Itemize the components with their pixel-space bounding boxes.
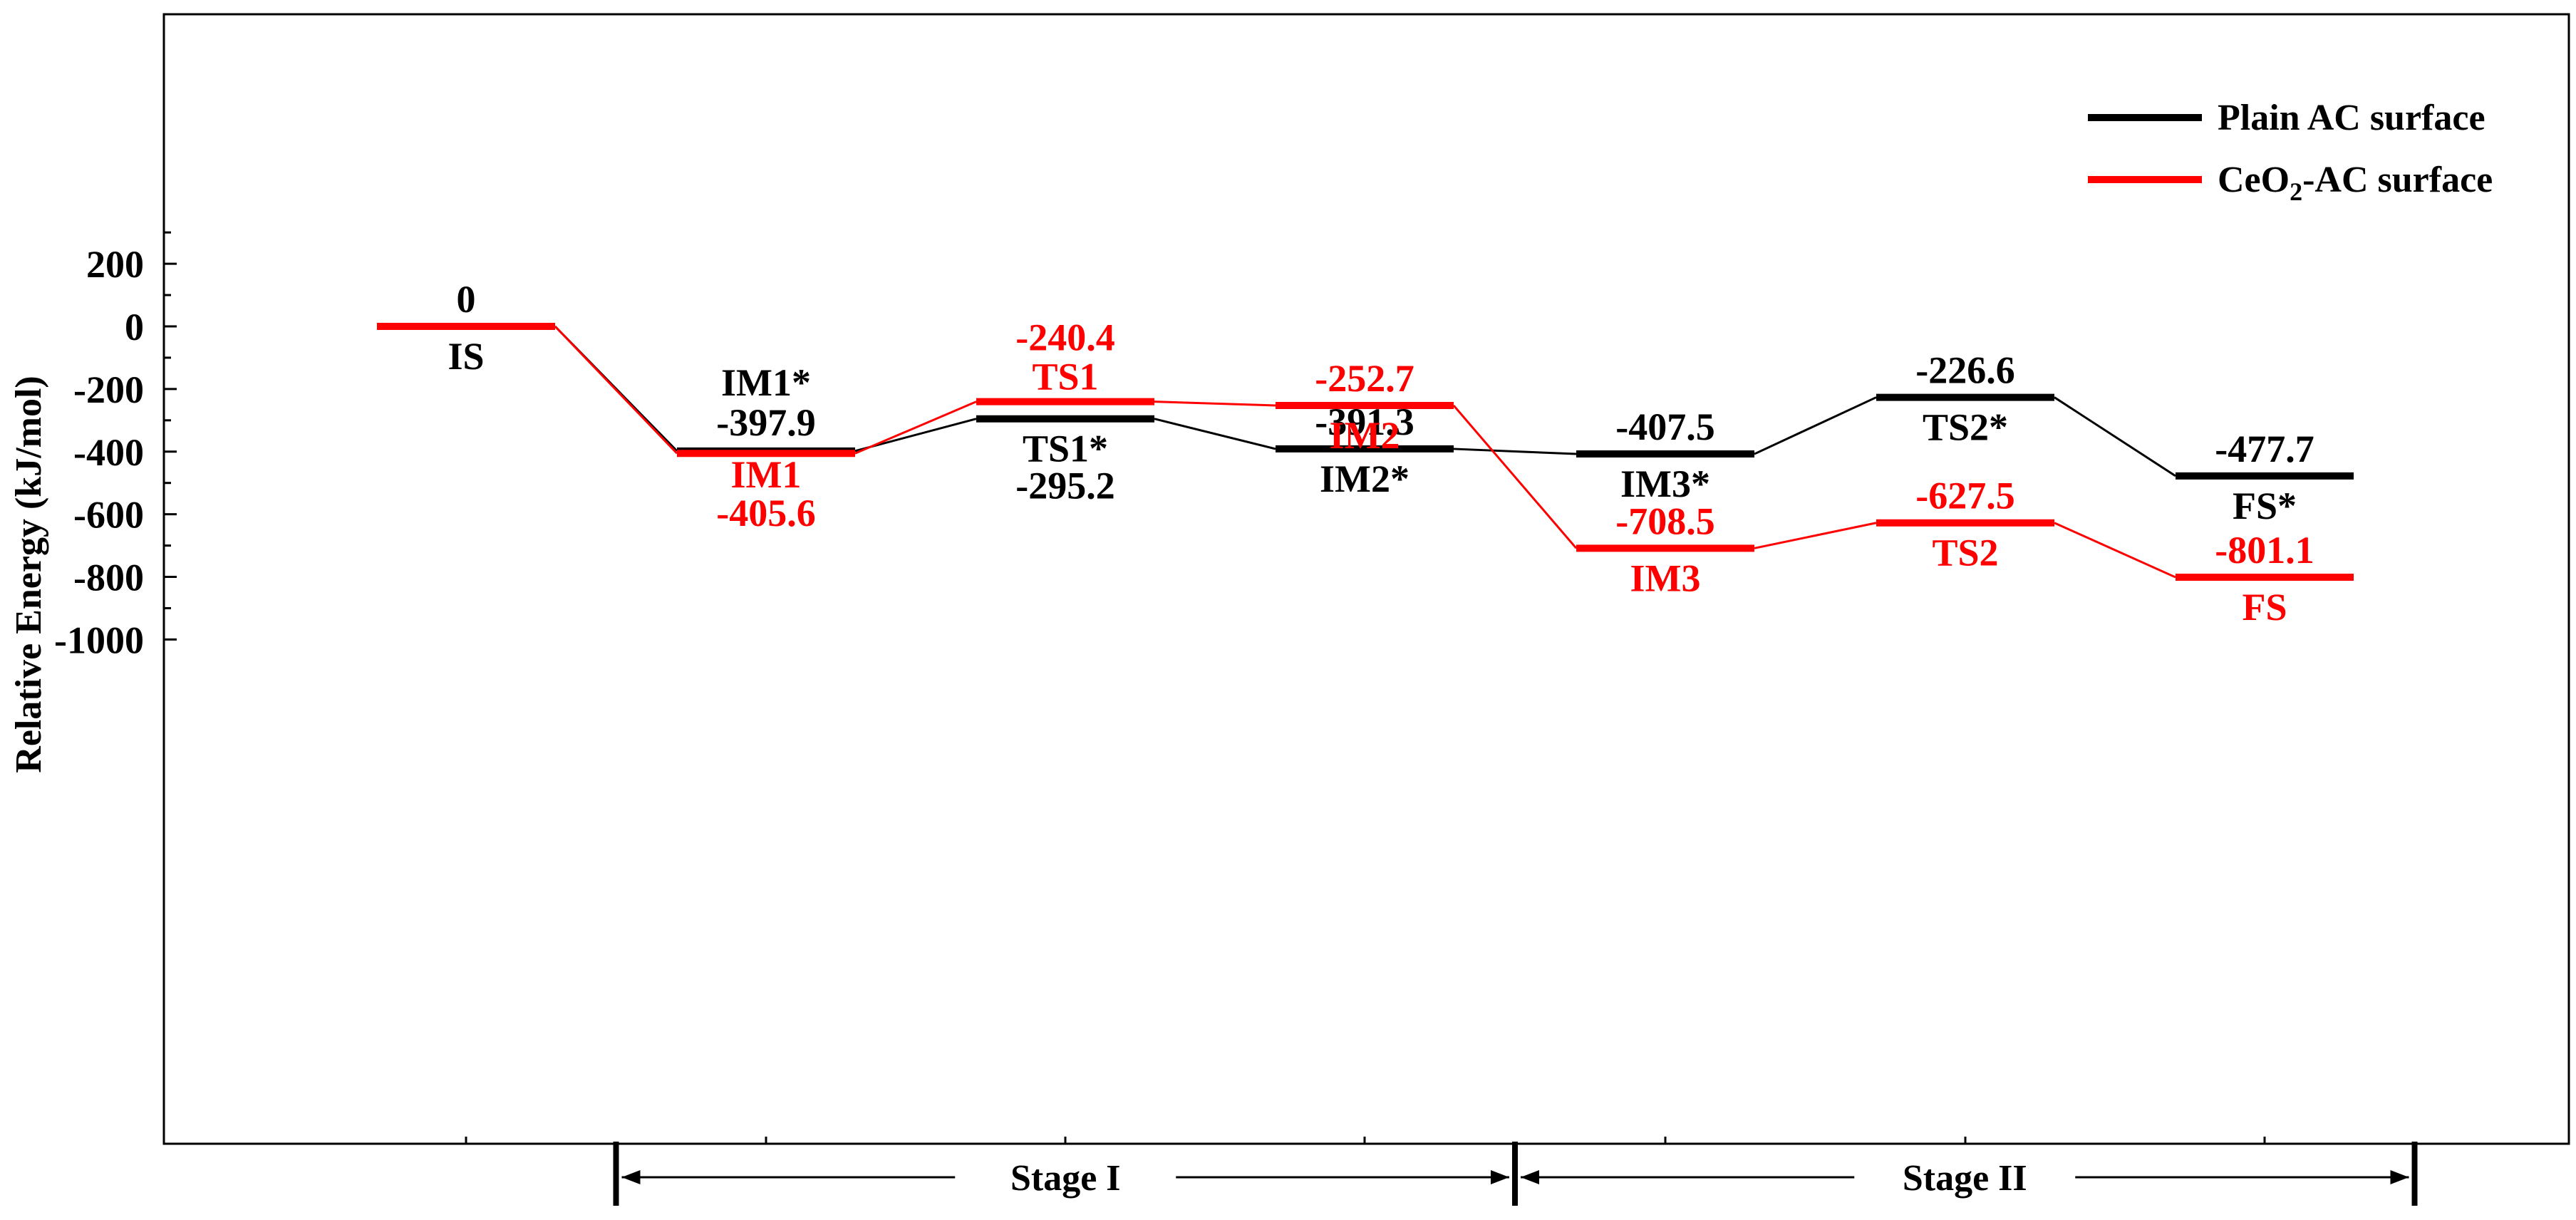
connectors	[554, 325, 2176, 579]
connector-line	[1754, 396, 1877, 455]
stage-label: Stage I	[1010, 1158, 1121, 1199]
state-name-label: IM3	[1630, 557, 1701, 599]
connector-line	[854, 400, 977, 455]
state-name-label: TS2*	[1923, 406, 2008, 449]
connector-line	[1154, 400, 1276, 407]
connector-line	[1754, 522, 1877, 549]
legend-label-ceo2: CeO2-AC surface	[2218, 160, 2493, 206]
state-value-label: -627.5	[1915, 475, 2014, 517]
stage-arrow-head	[1491, 1170, 1509, 1184]
y-axis-label: Relative Energy (kJ/mol)	[9, 376, 49, 772]
state-value-label: -226.6	[1915, 349, 2014, 392]
state-value-label: 0	[457, 278, 476, 321]
state-name-label: IM1*	[721, 361, 811, 404]
y-tick-label: -200	[73, 368, 144, 411]
plot-frame	[162, 13, 2570, 1145]
state-value-label: -405.6	[716, 492, 815, 534]
state-name-label: IS	[448, 335, 484, 378]
legend: Plain AC surface CeO2-AC surface	[2088, 98, 2493, 206]
state-name-label: IM3*	[1620, 462, 1710, 505]
legend-label-plain: Plain AC surface	[2218, 98, 2486, 138]
y-tick-label: -400	[73, 431, 144, 474]
state-name-label: TS1*	[1023, 428, 1108, 470]
connector-line	[2054, 396, 2176, 477]
state-value-label: -397.9	[716, 401, 815, 444]
state-value-label: -295.2	[1015, 465, 1114, 507]
state-value-label: -240.4	[1015, 316, 1114, 359]
connector-line	[1453, 448, 1577, 455]
state-name-label: FS	[2242, 586, 2287, 629]
stage-label: Stage II	[1903, 1158, 2027, 1199]
stage-arrow-head	[2390, 1170, 2409, 1184]
state-name-label: TS1	[1032, 356, 1098, 398]
state-value-label: -477.7	[2215, 428, 2314, 470]
state-value-label: -391.3	[1315, 400, 1414, 443]
y-tick-label: -1000	[54, 619, 144, 661]
state-name-label: IM2	[1330, 414, 1400, 457]
stage-annotations: Stage I Stage II	[613, 1142, 2418, 1206]
y-tick-label: 200	[86, 243, 144, 286]
energy-levels	[377, 323, 2354, 581]
state-name-label: IM2*	[1320, 458, 1409, 500]
y-tick-label: -600	[73, 494, 144, 537]
connector-line	[1154, 418, 1276, 450]
y-tick-label: 0	[125, 306, 144, 348]
y-tick-label: -800	[73, 557, 144, 599]
state-value-label: -708.5	[1615, 500, 1714, 542]
stage-arrow-head	[621, 1170, 641, 1184]
state-name-label: FS*	[2233, 485, 2297, 527]
connector-line	[554, 325, 678, 455]
state-labels: 0 IS IM1*-397.9 TS1*-295.2 -391.3 IM2* -407.5 I…	[448, 278, 2314, 629]
connector-line	[1452, 405, 1578, 549]
connector-line	[2054, 522, 2176, 579]
stage-arrow-head	[1521, 1170, 1539, 1184]
state-name-label: TS2	[1932, 532, 1998, 574]
state-name-label: IM1	[731, 453, 802, 496]
state-value-label: -252.7	[1315, 357, 1414, 400]
state-value-label: -407.5	[1615, 405, 1714, 448]
state-value-label: -801.1	[2215, 529, 2314, 572]
